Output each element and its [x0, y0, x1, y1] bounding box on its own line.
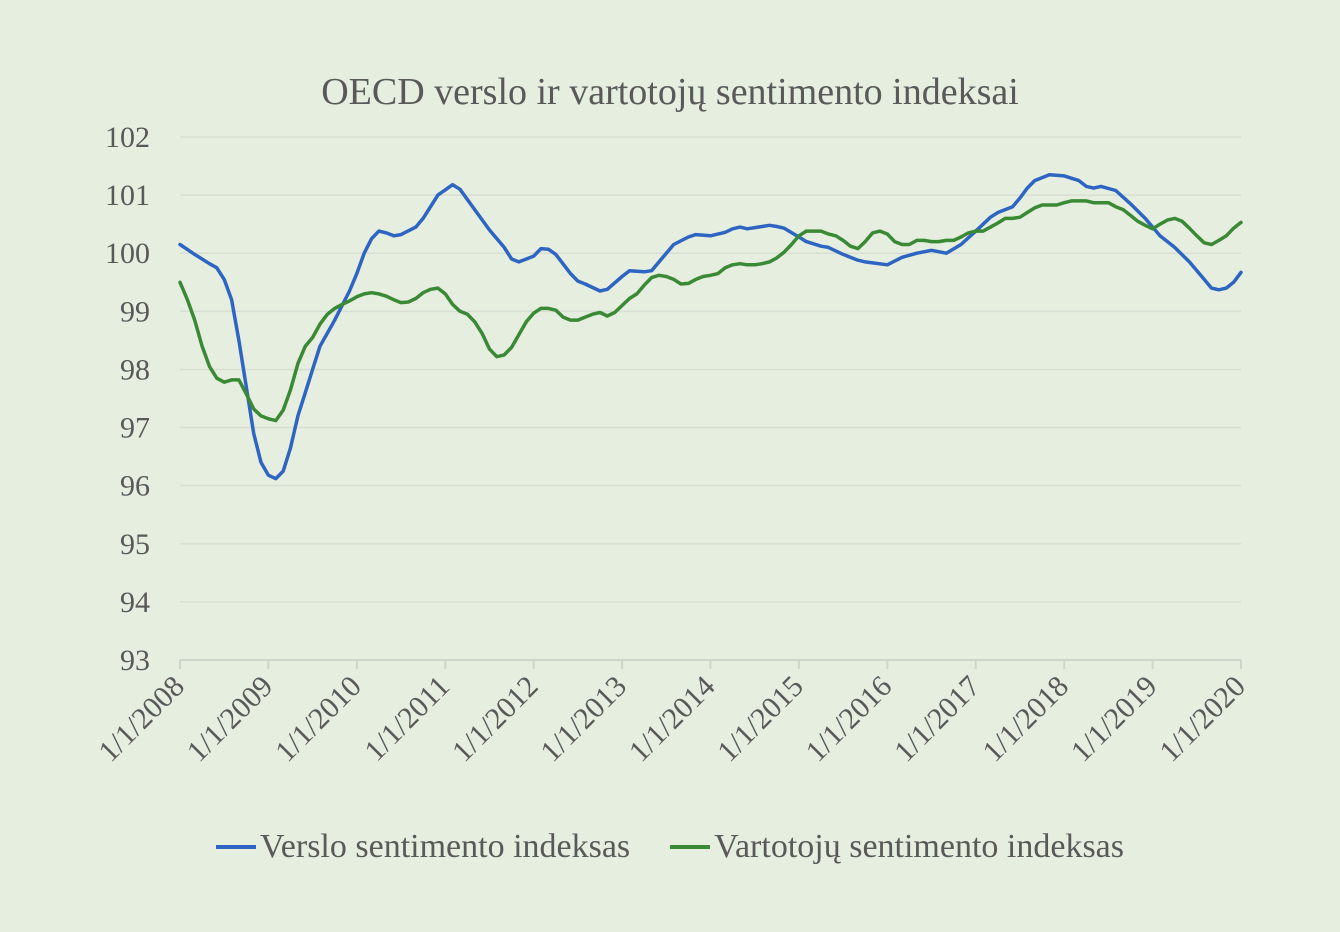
- legend-item-consumer[interactable]: Vartotojų sentimento indeksas: [670, 828, 1124, 866]
- x-axis: [179, 659, 1242, 669]
- series-lines: [178, 173, 1243, 481]
- y-tick-label: 95: [120, 528, 150, 561]
- x-tick-label: 1/1/2014: [623, 670, 722, 769]
- x-tick-label: 1/1/2011: [358, 670, 456, 768]
- y-tick-label: 96: [120, 470, 150, 503]
- legend-swatch-consumer: [670, 845, 711, 849]
- legend-label-business: Verslo sentimento indeksas: [260, 828, 631, 865]
- y-axis-ticks: 93 94 95 96 97 98 99 100 101 102: [105, 121, 150, 677]
- x-tick-label: 1/1/2010: [269, 670, 368, 769]
- y-tick-label: 102: [105, 121, 150, 154]
- x-tick-label: 1/1/2020: [1153, 670, 1252, 769]
- x-tick-label: 1/1/2015: [711, 670, 810, 769]
- y-tick-label: 100: [105, 237, 150, 270]
- series-line-business: [178, 173, 1243, 481]
- x-tick-label: 1/1/2013: [534, 670, 633, 769]
- legend-swatch-business: [216, 845, 256, 849]
- legend: Verslo sentimento indeksas Vartotojų sen…: [0, 828, 1340, 866]
- x-tick-label: 1/1/2016: [800, 670, 899, 769]
- x-tick-label: 1/1/2008: [92, 670, 191, 769]
- y-tick-label: 101: [105, 179, 150, 212]
- gridlines: [180, 136, 1241, 603]
- legend-item-business[interactable]: Verslo sentimento indeksas: [216, 828, 630, 866]
- series-line-consumer: [178, 199, 1243, 423]
- y-tick-label: 97: [120, 412, 150, 445]
- legend-label-consumer: Vartotojų sentimento indeksas: [714, 828, 1124, 865]
- chart-title: OECD verslo ir vartotojų sentimento inde…: [321, 71, 1019, 113]
- y-tick-label: 98: [120, 353, 150, 386]
- x-tick-label: 1/1/2018: [976, 670, 1075, 769]
- y-tick-label: 99: [120, 295, 150, 328]
- x-tick-label: 1/1/2019: [1065, 670, 1164, 769]
- x-tick-label: 1/1/2009: [181, 670, 280, 769]
- y-tick-label: 93: [120, 644, 150, 677]
- x-axis-ticks: 1/1/20081/1/20091/1/20101/1/20111/1/2012…: [92, 670, 1252, 769]
- y-tick-label: 94: [120, 586, 150, 619]
- x-tick-label: 1/1/2012: [446, 670, 545, 769]
- x-tick-label: 1/1/2017: [888, 670, 987, 769]
